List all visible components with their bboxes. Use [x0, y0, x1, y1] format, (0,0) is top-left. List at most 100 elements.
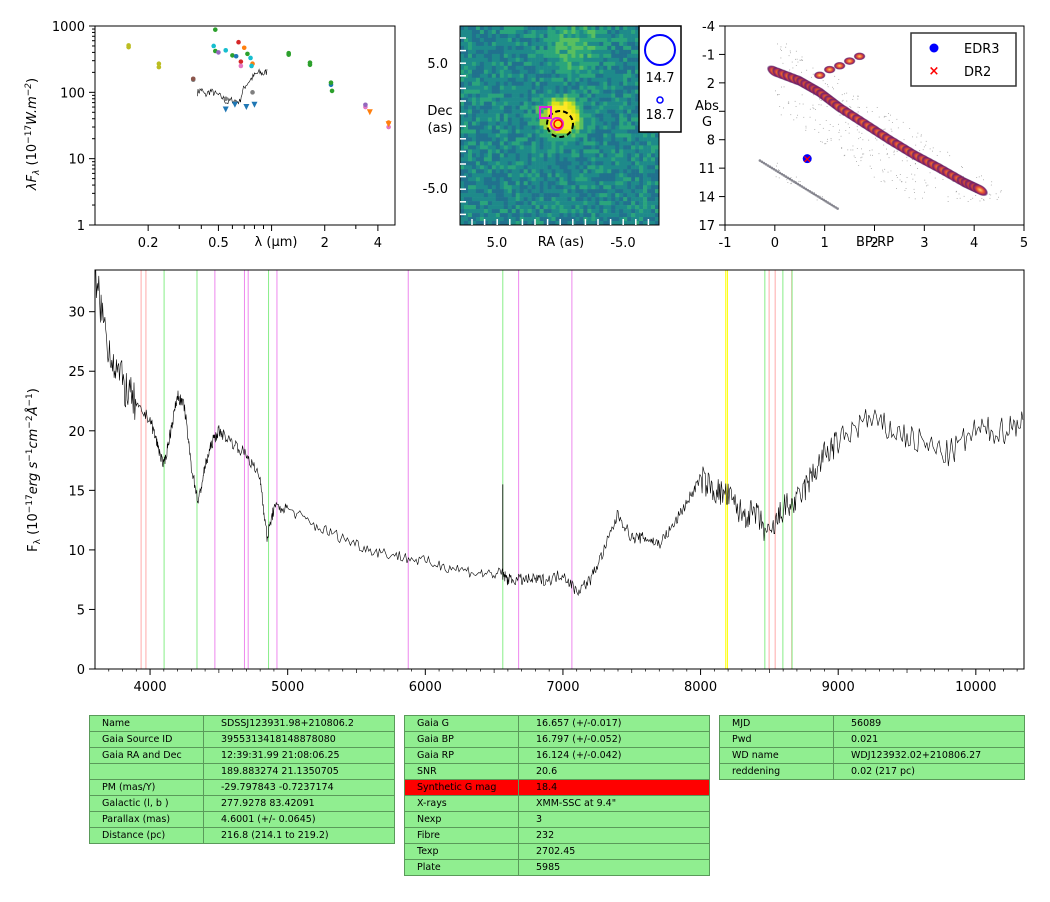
hr-xtick-label: -1 — [719, 236, 732, 251]
hr-target-dr2: × — [803, 153, 812, 166]
sed-xtick-label: 2 — [321, 236, 329, 251]
sed-upper-limit — [366, 109, 373, 116]
hr-ytick-label: 14 — [698, 191, 715, 206]
info-table-row: X-rays XMM-SSC at 9.4" — [404, 795, 710, 812]
sed-point — [233, 53, 239, 59]
info-table-row: Gaia RA and Dec 12:39:31.99 21:08:06.25 — [89, 747, 395, 764]
image-target-dashed-circle — [546, 110, 574, 138]
info-table-key: Gaia BP — [404, 731, 519, 748]
image-legend-mag-1: 14.7 — [646, 71, 675, 86]
image-xlabel: RA (as) — [538, 235, 584, 250]
sed-upper-limit — [385, 121, 392, 128]
info-table-value: 18.4 — [518, 779, 710, 796]
image-ytick-5: 5.0 — [427, 57, 448, 72]
hr-ytick-label: -1 — [702, 48, 715, 63]
hr-plot-area: × — [758, 43, 1002, 210]
info-table-value: WDJ123932.02+210806.27 — [833, 747, 1025, 764]
sed-upper-limit — [243, 104, 250, 111]
info-table-row: Plate 5985 — [404, 859, 710, 876]
info-table-value: 5985 — [518, 859, 710, 876]
info-table-key — [89, 763, 204, 780]
sed-point — [328, 80, 334, 85]
info-table-row: Gaia RP 16.124 (+/-0.042) — [404, 747, 710, 764]
sed-point — [156, 61, 162, 67]
info-table-value: 3 — [518, 811, 710, 828]
hr-xtick-label: 3 — [920, 236, 928, 251]
sed-upper-limit — [231, 101, 238, 108]
info-table-row: Nexp 3 — [404, 811, 710, 828]
info-table-row: Texp 2702.45 — [404, 843, 710, 860]
info-table-key: MJD — [719, 715, 834, 732]
image-legend: 14.7 18.7 — [638, 25, 682, 133]
info-table-key: Gaia Source ID — [89, 731, 204, 748]
info-table-value: 16.797 (+/-0.052) — [518, 731, 710, 748]
hr-xtick-label: 0 — [771, 236, 779, 251]
info-table-value: 232 — [518, 827, 710, 844]
info-table-key: Parallax (mas) — [89, 811, 204, 828]
hr-ytick-label: 17 — [698, 219, 715, 234]
sed-upper-limit — [222, 106, 229, 113]
spectrum-ytick-label: 0 — [77, 663, 85, 678]
info-table-value: -29.797843 -0.7237174 — [203, 779, 395, 796]
info-table-value: 12:39:31.99 21:08:06.25 — [203, 747, 395, 764]
hr-xtick-label: 5 — [1020, 236, 1028, 251]
hr-legend-edr3-marker — [929, 43, 939, 53]
hr-legend-edr3-label: EDR3 — [964, 42, 1000, 57]
info-table-key: Gaia RA and Dec — [89, 747, 204, 764]
sed-frame — [94, 25, 396, 226]
sed-point — [238, 59, 244, 64]
hr-ytick-label: 11 — [698, 162, 715, 177]
info-table-key: reddening — [719, 763, 834, 780]
hr-xtick-label: 2 — [870, 236, 878, 251]
sed-x-ticks: 0.2 0.5 2 4 — [138, 225, 382, 251]
spectrum-xtick-label: 9000 — [822, 680, 855, 695]
image-target-magenta-square — [539, 106, 552, 119]
sed-point — [126, 43, 131, 48]
image-heatmap — [460, 26, 660, 226]
info-table-value: 2702.45 — [518, 843, 710, 860]
info-table-row: 189.883274 21.1350705 — [89, 763, 395, 780]
spectrum-frame — [94, 269, 1025, 670]
sed-point — [238, 63, 244, 69]
sed-ytick-label: 10 — [68, 153, 85, 168]
info-table-value: 3955313418148878080 — [203, 731, 395, 748]
info-table-value: 16.657 (+/-0.017) — [518, 715, 710, 732]
sed-point — [223, 96, 229, 102]
sed-plot-area — [126, 27, 392, 130]
info-table-key: SNR — [404, 763, 519, 780]
sed-spectrum-trace — [197, 68, 268, 105]
info-table-astrometry: Name SDSSJ123931.98+210806.2 Gaia Source I… — [89, 715, 395, 844]
info-table-value: SDSSJ123931.98+210806.2 — [203, 715, 395, 732]
info-table-value: 56089 — [833, 715, 1025, 732]
spectrum-xtick-label: 7000 — [546, 680, 579, 695]
spectrum-line-markers — [140, 270, 793, 669]
sed-point — [156, 64, 162, 70]
hr-xtick-label: 1 — [821, 236, 829, 251]
info-table-row: Name SDSSJ123931.98+210806.2 — [89, 715, 395, 732]
spectrum-xtick-label: 5000 — [271, 680, 304, 695]
info-table-row: SNR 20.6 — [404, 763, 710, 780]
image-legend-small-circle — [656, 96, 664, 104]
spectrum-plot-area — [95, 269, 1024, 597]
hr-ylabel: Abs G — [695, 99, 719, 130]
hr-target-edr3 — [802, 154, 812, 164]
info-table-key: Distance (pc) — [89, 827, 204, 844]
info-table-row: Parallax (mas) 4.6001 (+/- 0.0645) — [89, 811, 395, 828]
spectrum-ticks: 4000 5000 6000 7000 8000 9000 10000 0 5 10 15 20 25 3… — [68, 306, 1018, 695]
sed-point — [230, 53, 235, 58]
sed-ylabel: λFλ (10−17W.m−2) — [24, 78, 42, 191]
sed-upper-limit — [251, 101, 258, 108]
info-table-row: Galactic (l, b ) 277.9278 83.42091 — [89, 795, 395, 812]
hr-ytick-label: -4 — [702, 20, 715, 35]
sed-point — [363, 102, 368, 108]
sed-point — [236, 39, 241, 45]
info-table-key: Texp — [404, 843, 519, 860]
info-table-value: XMM-SSC at 9.4" — [518, 795, 710, 812]
sed-point — [249, 63, 254, 69]
sed-point — [223, 48, 229, 53]
info-table-key: Pwd — [719, 731, 834, 748]
spectrum-ytick-label: 5 — [77, 603, 85, 618]
hr-ticks: -1 0 1 2 3 4 5 -4 -1 2 8 11 14 17 — [698, 20, 1028, 251]
spectrum-ylabel: Fλ (10−17erg s−1cm−2Å−1) — [25, 388, 43, 552]
